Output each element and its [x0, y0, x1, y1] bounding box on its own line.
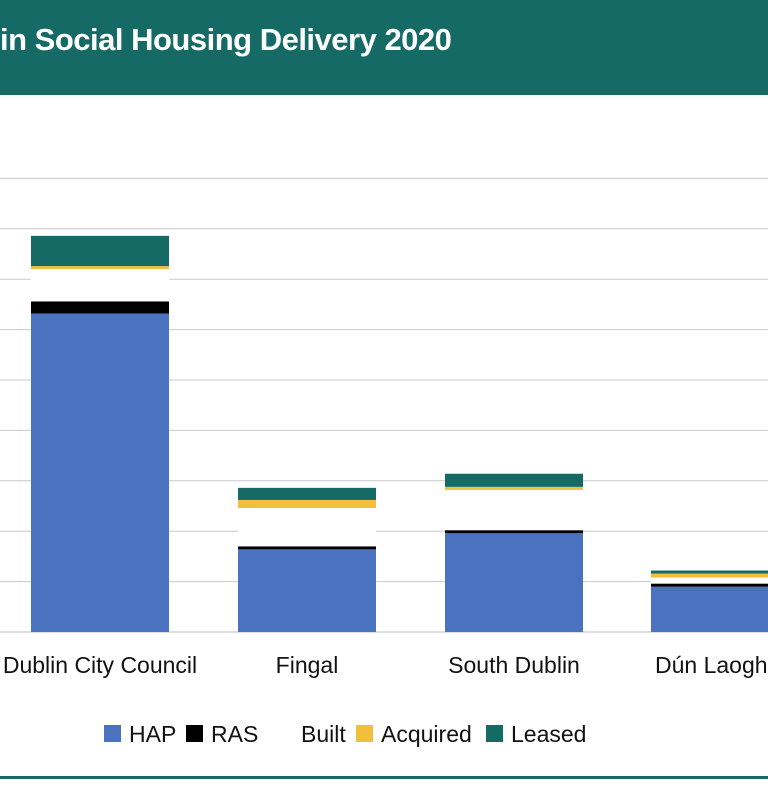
bar-dun-laoghaire-rathdown-leased — [651, 570, 768, 574]
bar-dun-laoghaire-rathdown-built — [651, 577, 768, 584]
category-label: Dún Laoghaire-Rathdown — [655, 652, 768, 678]
category-labels: Dublin City Council Fingal South Dublin Dún… — [3, 652, 768, 678]
category-label: Fingal — [276, 652, 339, 678]
bar-fingal-acquired — [238, 499, 376, 509]
bars — [31, 235, 768, 632]
title-bar: in Social Housing Delivery 2020 — [0, 0, 768, 95]
bar-south-dublin-hap — [445, 533, 583, 632]
legend-label-leased: Leased — [511, 721, 586, 747]
legend-swatch-leased — [486, 725, 503, 742]
bar-dublin-city-council-hap — [31, 313, 169, 632]
bar-dublin-city-council-ras — [31, 301, 169, 314]
bar-dun-laoghaire-rathdown-ras — [651, 583, 768, 587]
bar-dun-laoghaire-rathdown-hap — [651, 586, 768, 632]
legend-swatch-built — [276, 725, 293, 742]
legend: HAP RAS Built Acquired Leased — [104, 721, 586, 747]
legend-label-acquired: Acquired — [381, 721, 472, 747]
bar-dublin-city-council-acquired — [31, 266, 169, 270]
bottom-rule — [0, 776, 768, 779]
bar-fingal-leased — [238, 487, 376, 500]
bar-fingal-hap — [238, 549, 376, 632]
legend-swatch-acquired — [356, 725, 373, 742]
bar-dublin-city-council-built — [31, 269, 169, 302]
bar-south-dublin-acquired — [445, 486, 583, 490]
bar-fingal-ras — [238, 546, 376, 550]
legend-swatch-ras — [186, 725, 203, 742]
bar-south-dublin-leased — [445, 473, 583, 487]
legend-label-hap: HAP — [129, 721, 176, 747]
bar-dun-laoghaire-rathdown-acquired — [651, 573, 768, 578]
category-label: Dublin City Council — [3, 652, 197, 678]
bar-fingal-built — [238, 508, 376, 547]
bar-south-dublin-built — [445, 489, 583, 531]
bar-dublin-city-council-leased — [31, 235, 169, 267]
legend-label-built: Built — [301, 721, 346, 747]
chart-title: in Social Housing Delivery 2020 — [0, 22, 452, 57]
legend-label-ras: RAS — [211, 721, 258, 747]
bar-south-dublin-ras — [445, 530, 583, 534]
category-label: South Dublin — [448, 652, 580, 678]
legend-swatch-hap — [104, 725, 121, 742]
